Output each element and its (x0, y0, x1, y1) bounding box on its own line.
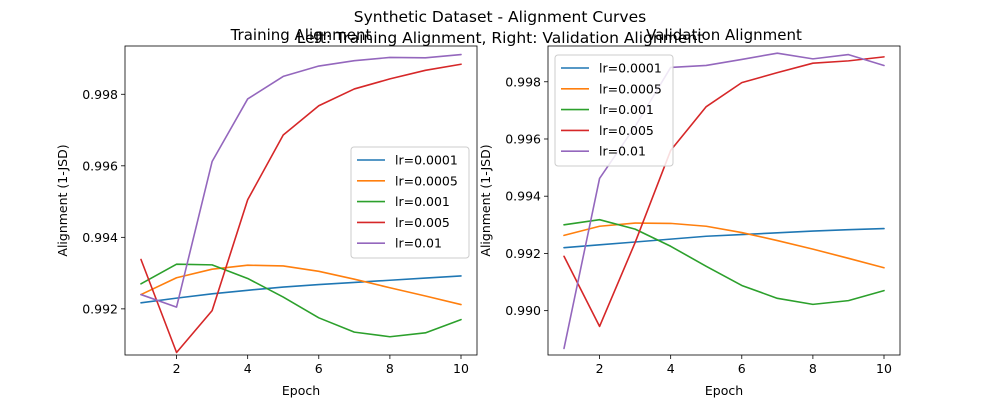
legend-entry: lr=0.001 (599, 102, 654, 117)
y-tick-label: 0.998 (505, 74, 541, 89)
y-tick-label: 0.992 (505, 246, 541, 261)
series-line-lr=0.0001 (563, 227, 885, 249)
legend: lr=0.0001 lr=0.0005 lr=0.001 lr=0.005 lr=0.0… (554, 54, 674, 167)
series-line-lr=0.0005 (140, 264, 462, 306)
chart-title: Training Alignment (230, 26, 372, 44)
series-line-lr=0.001 (563, 218, 885, 306)
chart-title: Validation Alignment (646, 26, 802, 44)
y-tick-label: 0.990 (505, 303, 541, 318)
series-line-lr=0.005 (563, 56, 885, 328)
legend-entry: lr=0.01 (599, 144, 646, 159)
y-tick-label: 0.992 (82, 301, 118, 316)
training-alignment-chart: 2 4 6 8 10 0.992 0.994 0.996 0.998 Training Align… (55, 26, 478, 398)
series-line-lr=0.001 (140, 263, 462, 338)
legend-entry: lr=0.0005 (395, 173, 458, 188)
x-axis-label: Epoch (282, 383, 320, 398)
plot-frame (124, 45, 478, 356)
y-axis-label: Alignment (1-JSD) (478, 144, 493, 256)
suptitle-line2: Left: Training Alignment, Right: Validat… (297, 29, 704, 47)
y-tick-label: 0.998 (82, 87, 118, 102)
plot-frame (547, 45, 901, 356)
x-tick-label: 2 (173, 361, 181, 376)
y-tick-label: 0.994 (82, 230, 118, 245)
x-axis-label: Epoch (705, 383, 743, 398)
legend-entry: lr=0.005 (395, 215, 450, 230)
y-tick-label: 0.996 (82, 158, 118, 173)
legend-box (350, 146, 470, 259)
legend-box (554, 54, 674, 167)
x-tick-label: 4 (244, 361, 252, 376)
legend-entry: lr=0.005 (599, 123, 654, 138)
legend-entry: lr=0.0005 (599, 81, 662, 96)
x-tick-label: 10 (453, 361, 469, 376)
series-line-lr=0.0001 (140, 275, 462, 304)
legend-entry: lr=0.0001 (599, 61, 662, 76)
y-axis-label: Alignment (1-JSD) (55, 144, 70, 256)
x-tick-label: 6 (738, 361, 746, 376)
legend: lr=0.0001 lr=0.0005 lr=0.001 lr=0.005 lr=0.0… (350, 146, 470, 259)
series-line-lr=0.005 (140, 63, 462, 354)
suptitle-line1: Synthetic Dataset - Alignment Curves (354, 8, 646, 26)
x-tick-label: 8 (809, 361, 817, 376)
y-tick-label: 0.994 (505, 189, 541, 204)
x-tick-label: 4 (667, 361, 675, 376)
x-tick-label: 2 (596, 361, 604, 376)
legend-entry: lr=0.01 (395, 236, 442, 251)
series-line-lr=0.01 (140, 53, 462, 308)
y-tick-label: 0.996 (505, 131, 541, 146)
legend-entry: lr=0.001 (395, 194, 450, 209)
x-tick-label: 10 (876, 361, 892, 376)
x-tick-label: 6 (315, 361, 323, 376)
x-tick-label: 8 (386, 361, 394, 376)
legend-entry: lr=0.0001 (395, 153, 458, 168)
validation-alignment-chart: 2 4 6 8 10 0.990 0.992 0.994 0.996 0.998 Validatio… (478, 26, 901, 398)
